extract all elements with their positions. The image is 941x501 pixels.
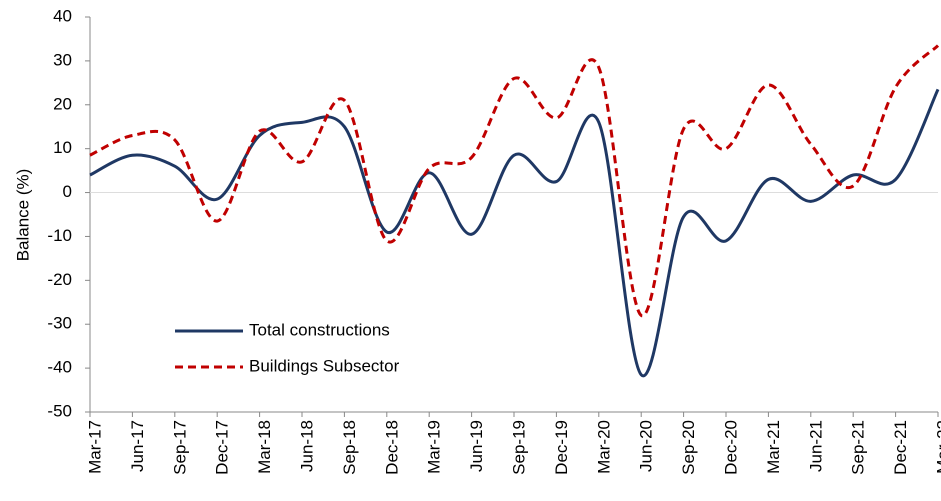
x-tick-label: Dec-20 <box>721 420 740 475</box>
y-tick-label: -30 <box>47 314 72 333</box>
x-tick-label: Sep-18 <box>340 420 359 475</box>
x-tick-label: Jun-18 <box>297 420 316 472</box>
legend-label: Total constructions <box>249 320 390 339</box>
x-tick-label: Mar-19 <box>425 420 444 474</box>
x-tick-label: Mar-21 <box>764 420 783 474</box>
y-tick-label: 10 <box>53 138 72 157</box>
x-tick-label: Jun-20 <box>637 420 656 472</box>
x-tick-label: Sep-17 <box>170 420 189 475</box>
y-tick-label: -20 <box>47 270 72 289</box>
y-tick-label: 30 <box>53 50 72 69</box>
x-tick-label: Sep-19 <box>509 420 528 475</box>
x-tick-label: Dec-21 <box>891 420 910 475</box>
x-tick-label: Dec-17 <box>213 420 232 475</box>
y-axis-label: Balance (%) <box>13 169 32 262</box>
y-tick-label: 40 <box>53 6 72 25</box>
x-tick-label: Jun-19 <box>467 420 486 472</box>
x-tick-label: Jun-21 <box>806 420 825 472</box>
x-tick-label: Sep-21 <box>849 420 868 475</box>
x-tick-label: Mar-22 <box>933 420 941 474</box>
series-line <box>89 88 940 378</box>
x-tick-label: Mar-18 <box>255 420 274 474</box>
legend-label: Buildings Subsector <box>249 356 400 375</box>
series-line <box>89 44 940 317</box>
x-tick-label: Sep-20 <box>679 420 698 475</box>
y-tick-label: -10 <box>47 226 72 245</box>
x-tick-label: Dec-19 <box>552 420 571 475</box>
x-tick-label: Dec-18 <box>382 420 401 475</box>
x-tick-label: Mar-17 <box>85 420 104 474</box>
y-tick-label: -50 <box>47 401 72 420</box>
y-tick-label: -40 <box>47 358 72 377</box>
y-tick-label: 0 <box>63 182 72 201</box>
x-tick-label: Jun-17 <box>128 420 147 472</box>
x-tick-label: Mar-20 <box>594 420 613 474</box>
y-tick-label: 20 <box>53 94 72 113</box>
